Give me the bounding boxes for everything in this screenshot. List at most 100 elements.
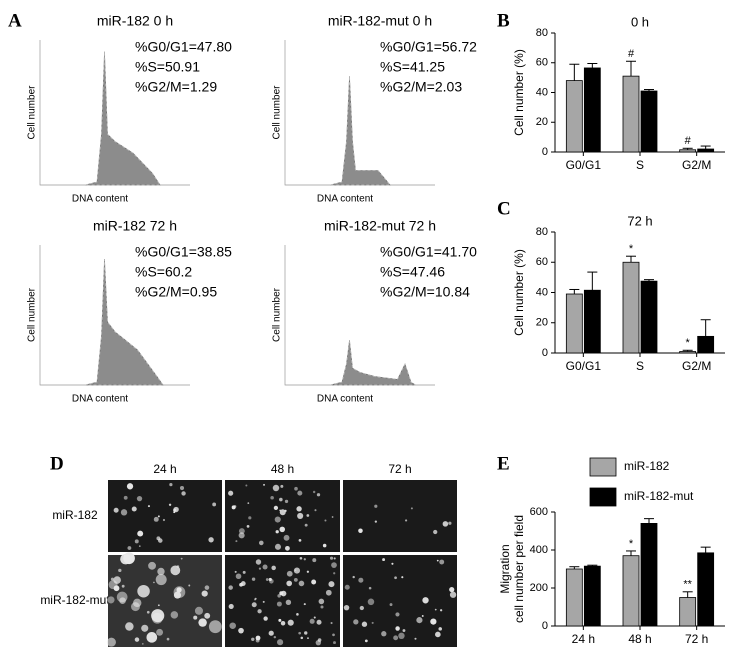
cell-dot	[113, 507, 119, 513]
annotation: %S=41.25	[380, 59, 445, 75]
fit-curve	[329, 76, 391, 186]
x-tick-label: 48 h	[628, 632, 651, 646]
cell-dot	[309, 618, 315, 624]
cell-dot	[271, 565, 276, 571]
cell-dot	[156, 628, 164, 636]
cell-dot	[436, 559, 439, 562]
cell-dot	[245, 484, 248, 487]
y-axis-label: Migration	[498, 544, 512, 593]
micrograph	[343, 480, 457, 552]
x-tick-label: G0/G1	[566, 359, 602, 373]
cell-dot	[275, 530, 279, 534]
cell-dot	[251, 637, 255, 641]
cell-dot	[235, 573, 242, 580]
cell-dot	[153, 581, 155, 584]
cell-dot	[251, 577, 256, 581]
cell-dot	[106, 637, 116, 647]
x-tick-label: S	[636, 158, 644, 172]
cell-dot	[198, 618, 207, 627]
cell-dot	[141, 624, 149, 632]
bar	[640, 90, 658, 153]
cell-dot	[228, 490, 234, 496]
cell-dot	[155, 574, 167, 586]
annotation: %G0/G1=38.85	[135, 244, 232, 260]
cell-dot	[287, 619, 294, 626]
cell-dot	[449, 591, 457, 598]
chart-title: miR-182 0 h	[97, 13, 173, 29]
cell-dot	[146, 610, 150, 614]
cell-dot	[272, 484, 280, 492]
y-tick-label: 40	[536, 86, 548, 98]
micrograph	[225, 480, 340, 552]
cell-dot	[285, 545, 290, 551]
annotation: %S=47.46	[380, 264, 445, 280]
bar	[697, 148, 715, 153]
cell-dot	[137, 530, 144, 537]
cell-dot	[395, 612, 400, 617]
cell-dot	[141, 642, 144, 645]
cell-dot	[280, 484, 284, 488]
y-tick-label: 80	[536, 27, 548, 39]
cell-dot	[157, 515, 160, 518]
cell-dot	[307, 637, 309, 640]
cell-dot	[394, 576, 397, 580]
x-axis-label: DNA content	[72, 394, 128, 405]
cell-dot	[110, 577, 114, 581]
cell-dot	[263, 616, 268, 621]
cell-dot	[158, 538, 163, 543]
cell-dot	[435, 631, 441, 638]
cell-dot	[166, 637, 170, 641]
cell-dot	[137, 584, 150, 598]
cell-dot	[333, 572, 336, 575]
cell-dot	[231, 505, 236, 510]
cell-dot	[442, 521, 449, 527]
cell-dot	[293, 577, 298, 582]
cell-dot	[268, 630, 274, 636]
cell-dot	[208, 537, 214, 543]
bar	[640, 523, 658, 627]
panel-label: D	[50, 453, 64, 474]
x-tick-label: G2/M	[682, 158, 711, 172]
panel-label: B	[497, 10, 510, 31]
cell-dot	[255, 559, 262, 565]
cell-dot	[242, 570, 246, 574]
cell-dot	[157, 604, 160, 607]
cell-dot	[170, 565, 181, 576]
fit-curve	[329, 340, 417, 386]
cell-dot	[125, 622, 134, 631]
cell-dot	[134, 637, 140, 642]
cell-dot	[304, 631, 308, 635]
cell-dot	[422, 597, 429, 604]
bar	[697, 335, 715, 354]
cell-dot	[393, 635, 399, 641]
cell-dot	[170, 611, 179, 619]
cell-dot	[201, 590, 208, 597]
cell-dot	[312, 490, 316, 494]
cell-dot	[279, 497, 283, 502]
x-axis-label: DNA content	[317, 194, 373, 205]
cell-dot	[333, 557, 336, 560]
cell-dot	[297, 512, 304, 519]
cell-dot	[263, 483, 265, 486]
cell-dot	[188, 584, 191, 587]
column-label: 48 h	[271, 462, 294, 476]
cell-dot	[296, 506, 302, 512]
cell-dot	[364, 639, 368, 643]
significance-mark: #	[685, 135, 692, 147]
cell-dot	[312, 558, 317, 563]
cell-dot	[157, 567, 165, 576]
bar	[583, 289, 601, 354]
cell-dot	[265, 578, 269, 581]
annotation: %G0/G1=41.70	[380, 244, 477, 260]
cell-dot	[257, 609, 262, 614]
cell-dot	[286, 570, 293, 577]
cell-dot	[262, 564, 268, 570]
cell-dot	[391, 562, 394, 565]
bar	[565, 293, 583, 354]
cell-dot	[212, 502, 217, 507]
cell-dot	[298, 539, 302, 542]
bar	[565, 568, 583, 627]
bar	[697, 552, 715, 627]
cell-dot	[286, 580, 293, 587]
y-axis-label: Cell number	[272, 85, 283, 140]
